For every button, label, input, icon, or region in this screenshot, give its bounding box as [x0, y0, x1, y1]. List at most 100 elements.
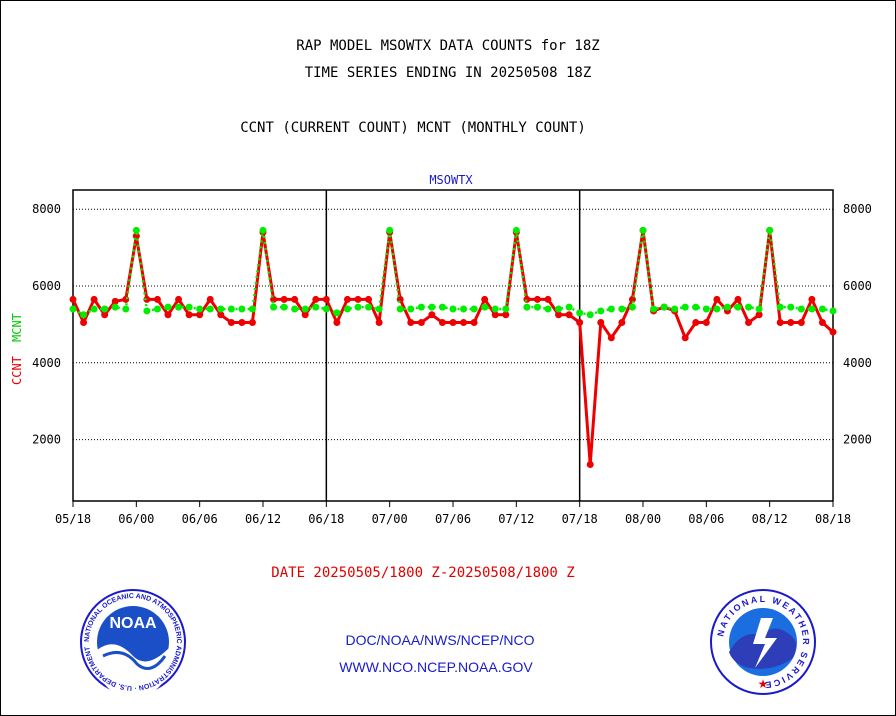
data-point-ccnt [818, 318, 826, 326]
x-tick-label: 08/00 [625, 512, 661, 526]
data-point-ccnt [365, 295, 373, 303]
data-point-mcnt [375, 305, 383, 313]
data-point-ccnt [101, 311, 109, 319]
y-tick-label-right: 6000 [843, 279, 872, 293]
data-point-ccnt [449, 318, 457, 326]
x-tick-label: 07/06 [435, 512, 471, 526]
y-tick-label-left: 2000 [32, 433, 61, 447]
y-axis-label-ccnt: CCNT [10, 356, 24, 385]
axes: 2000 2000 4000 4000 6000 6000 8000 8000 05/18 06/… [32, 189, 872, 526]
data-point-ccnt [797, 318, 805, 326]
data-point-ccnt [270, 295, 278, 303]
data-point-ccnt [333, 318, 341, 326]
data-point-ccnt [175, 295, 183, 303]
data-point-mcnt [787, 303, 795, 311]
x-tick-label: 06/12 [245, 512, 281, 526]
data-point-mcnt [122, 305, 130, 313]
data-point-ccnt [755, 311, 763, 319]
data-point-mcnt [818, 305, 826, 313]
chart-title-line-2: TIME SERIES ENDING IN 20250508 18Z [304, 65, 592, 81]
data-point-mcnt [322, 305, 330, 313]
data-point-mcnt [407, 305, 415, 313]
data-point-mcnt [111, 303, 119, 311]
data-point-mcnt [628, 303, 636, 311]
org-link[interactable]: DOC/NOAA/NWS/NCEP/NCO [345, 632, 535, 648]
noaa-logo-text: NOAA [109, 615, 157, 632]
data-point-mcnt [692, 303, 700, 311]
data-point-mcnt [533, 303, 541, 311]
data-point-mcnt [196, 305, 204, 313]
x-tick-label: 08/18 [815, 512, 851, 526]
data-point-ccnt [428, 311, 436, 319]
data-point-mcnt [512, 226, 520, 234]
data-point-mcnt [597, 307, 605, 315]
data-point-ccnt [681, 334, 689, 342]
data-point-ccnt [460, 318, 468, 326]
data-point-ccnt [122, 295, 130, 303]
data-point-ccnt [111, 297, 119, 305]
data-point-ccnt [80, 318, 88, 326]
nws-logo: ★ NATIONAL WEATHER SERVICE [710, 589, 816, 695]
data-point-ccnt [702, 318, 710, 326]
data-point-mcnt [523, 303, 531, 311]
data-point-ccnt [555, 311, 563, 319]
data-point-ccnt [734, 295, 742, 303]
data-point-mcnt [227, 305, 235, 313]
data-point-mcnt [576, 309, 584, 317]
y-tick-label-right: 8000 [843, 202, 872, 216]
data-point-ccnt [533, 295, 541, 303]
data-point-mcnt [470, 305, 478, 313]
data-point-mcnt [502, 305, 510, 313]
data-point-ccnt [713, 295, 721, 303]
data-point-mcnt [101, 305, 109, 313]
data-point-ccnt [470, 318, 478, 326]
data-point-mcnt [143, 307, 151, 315]
data-point-mcnt [280, 303, 288, 311]
data-point-mcnt [164, 303, 172, 311]
grid-lines [73, 208, 833, 441]
data-point-ccnt [491, 311, 499, 319]
data-point-mcnt [723, 303, 731, 311]
data-point-mcnt [618, 305, 626, 313]
noaa-logo: NOAA NATIONAL OCEANIC AND ATMOSPHERIC AD… [80, 589, 186, 698]
data-point-mcnt [428, 303, 436, 311]
data-point-mcnt [386, 226, 394, 234]
data-point-ccnt [69, 295, 77, 303]
x-tick-label: 07/12 [498, 512, 534, 526]
data-point-ccnt [227, 318, 235, 326]
data-point-ccnt [565, 311, 573, 319]
data-point-ccnt [164, 311, 172, 319]
data-point-mcnt [132, 226, 140, 234]
data-point-mcnt [365, 303, 373, 311]
data-point-ccnt [185, 311, 193, 319]
data-point-ccnt [597, 318, 605, 326]
y-axis-label-mcnt: MCNT [10, 313, 24, 342]
data-point-ccnt [312, 295, 320, 303]
x-tick-label: 06/18 [308, 512, 344, 526]
data-point-mcnt [90, 305, 98, 313]
series [69, 226, 837, 469]
data-point-mcnt [702, 305, 710, 313]
data-point-ccnt [618, 318, 626, 326]
data-point-mcnt [713, 305, 721, 313]
x-tick-label: 06/00 [118, 512, 154, 526]
data-point-ccnt [745, 318, 753, 326]
data-point-ccnt [322, 295, 330, 303]
data-point-mcnt [80, 311, 88, 319]
website-link[interactable]: WWW.NCO.NCEP.NOAA.GOV [339, 659, 533, 675]
data-point-ccnt [280, 295, 288, 303]
data-point-mcnt [755, 305, 763, 313]
data-point-ccnt [586, 461, 594, 469]
data-point-mcnt [291, 305, 299, 313]
data-point-mcnt [248, 305, 256, 313]
data-point-mcnt [745, 303, 753, 311]
data-point-ccnt [544, 295, 552, 303]
data-point-ccnt [523, 295, 531, 303]
data-point-mcnt [808, 305, 816, 313]
data-point-ccnt [481, 295, 489, 303]
data-point-ccnt [776, 318, 784, 326]
data-point-mcnt [206, 305, 214, 313]
data-point-ccnt [417, 318, 425, 326]
data-point-ccnt [153, 295, 161, 303]
